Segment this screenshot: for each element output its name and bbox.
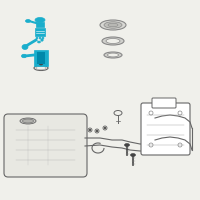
FancyBboxPatch shape — [36, 22, 44, 27]
Ellipse shape — [108, 53, 118, 57]
Ellipse shape — [108, 23, 118, 27]
Ellipse shape — [124, 144, 130, 146]
Ellipse shape — [102, 37, 124, 45]
FancyBboxPatch shape — [34, 50, 48, 66]
Ellipse shape — [20, 118, 36, 124]
Ellipse shape — [104, 52, 122, 58]
Ellipse shape — [96, 130, 98, 132]
Ellipse shape — [130, 154, 136, 156]
Ellipse shape — [36, 37, 38, 39]
Ellipse shape — [39, 61, 43, 65]
Ellipse shape — [26, 20, 30, 22]
Ellipse shape — [89, 129, 91, 131]
FancyBboxPatch shape — [152, 98, 176, 108]
Ellipse shape — [104, 127, 106, 129]
Ellipse shape — [22, 45, 28, 49]
Ellipse shape — [106, 38, 120, 44]
Ellipse shape — [22, 119, 34, 123]
Ellipse shape — [42, 37, 44, 39]
FancyBboxPatch shape — [141, 103, 190, 155]
Ellipse shape — [22, 54, 26, 58]
FancyBboxPatch shape — [4, 114, 87, 177]
Ellipse shape — [35, 18, 45, 22]
Ellipse shape — [104, 22, 122, 28]
Ellipse shape — [41, 39, 43, 41]
FancyBboxPatch shape — [37, 52, 45, 64]
FancyBboxPatch shape — [35, 28, 45, 36]
Ellipse shape — [100, 20, 126, 30]
Ellipse shape — [39, 37, 41, 39]
Ellipse shape — [38, 41, 40, 43]
